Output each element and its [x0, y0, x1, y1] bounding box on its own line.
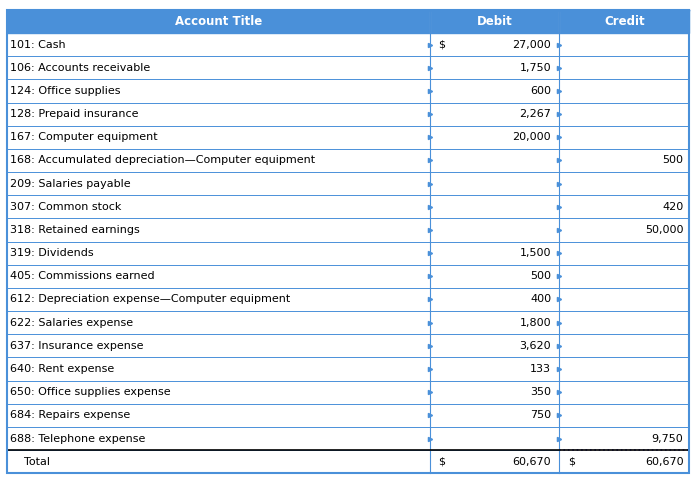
Bar — [7, 103, 689, 126]
Text: 500: 500 — [663, 155, 683, 166]
Text: $: $ — [438, 457, 445, 467]
Bar — [7, 79, 689, 103]
Text: 400: 400 — [530, 294, 551, 305]
Bar — [7, 242, 689, 265]
Bar — [7, 149, 689, 172]
Text: 500: 500 — [530, 271, 551, 282]
Text: 637: Insurance expense: 637: Insurance expense — [10, 341, 144, 351]
Text: 9,750: 9,750 — [651, 433, 683, 444]
Text: Credit: Credit — [604, 15, 644, 28]
Bar — [7, 195, 689, 218]
Text: 318: Retained earnings: 318: Retained earnings — [10, 225, 140, 235]
Text: 124: Office supplies: 124: Office supplies — [10, 86, 121, 96]
Text: 168: Accumulated depreciation—Computer equipment: 168: Accumulated depreciation—Computer e… — [10, 155, 315, 166]
Bar — [7, 10, 689, 33]
Text: 106: Accounts receivable: 106: Accounts receivable — [10, 63, 151, 73]
Bar — [7, 56, 689, 79]
Bar — [7, 288, 689, 311]
Text: 20,000: 20,000 — [512, 132, 551, 142]
Text: 1,800: 1,800 — [519, 317, 551, 328]
Text: 688: Telephone expense: 688: Telephone expense — [10, 433, 146, 444]
Text: 27,000: 27,000 — [512, 39, 551, 50]
Bar — [7, 218, 689, 242]
Bar — [7, 33, 689, 56]
Text: 209: Salaries payable: 209: Salaries payable — [10, 178, 131, 189]
Bar — [7, 265, 689, 288]
Bar — [7, 311, 689, 334]
Text: 60,670: 60,670 — [645, 457, 683, 467]
Text: Account Title: Account Title — [175, 15, 262, 28]
Bar — [7, 334, 689, 357]
Text: 684: Repairs expense: 684: Repairs expense — [10, 410, 131, 421]
Text: 2,267: 2,267 — [519, 109, 551, 119]
Text: Debit: Debit — [477, 15, 512, 28]
Text: 612: Depreciation expense—Computer equipment: 612: Depreciation expense—Computer equip… — [10, 294, 291, 305]
Text: Total: Total — [10, 457, 50, 467]
Text: 1,750: 1,750 — [519, 63, 551, 73]
Text: 1,500: 1,500 — [520, 248, 551, 258]
Text: 600: 600 — [530, 86, 551, 96]
Bar — [7, 357, 689, 381]
Text: 60,670: 60,670 — [512, 457, 551, 467]
Text: $: $ — [438, 39, 445, 50]
Text: 350: 350 — [530, 387, 551, 397]
Text: 128: Prepaid insurance: 128: Prepaid insurance — [10, 109, 139, 119]
Text: 101: Cash: 101: Cash — [10, 39, 66, 50]
Bar — [7, 404, 689, 427]
Bar — [7, 427, 689, 450]
Text: 133: 133 — [530, 364, 551, 374]
Text: 420: 420 — [662, 202, 683, 212]
Text: 650: Office supplies expense: 650: Office supplies expense — [10, 387, 171, 397]
Text: 167: Computer equipment: 167: Computer equipment — [10, 132, 158, 142]
Bar — [7, 450, 689, 473]
Text: 307: Common stock: 307: Common stock — [10, 202, 122, 212]
Text: 405: Commissions earned: 405: Commissions earned — [10, 271, 155, 282]
Text: 640: Rent expense: 640: Rent expense — [10, 364, 115, 374]
Text: 622: Salaries expense: 622: Salaries expense — [10, 317, 134, 328]
Text: 50,000: 50,000 — [645, 225, 683, 235]
Text: 750: 750 — [530, 410, 551, 421]
Text: $: $ — [568, 457, 575, 467]
Bar — [7, 126, 689, 149]
Bar — [7, 172, 689, 195]
Text: 319: Dividends: 319: Dividends — [10, 248, 94, 258]
Bar — [7, 381, 689, 404]
Text: 3,620: 3,620 — [519, 341, 551, 351]
